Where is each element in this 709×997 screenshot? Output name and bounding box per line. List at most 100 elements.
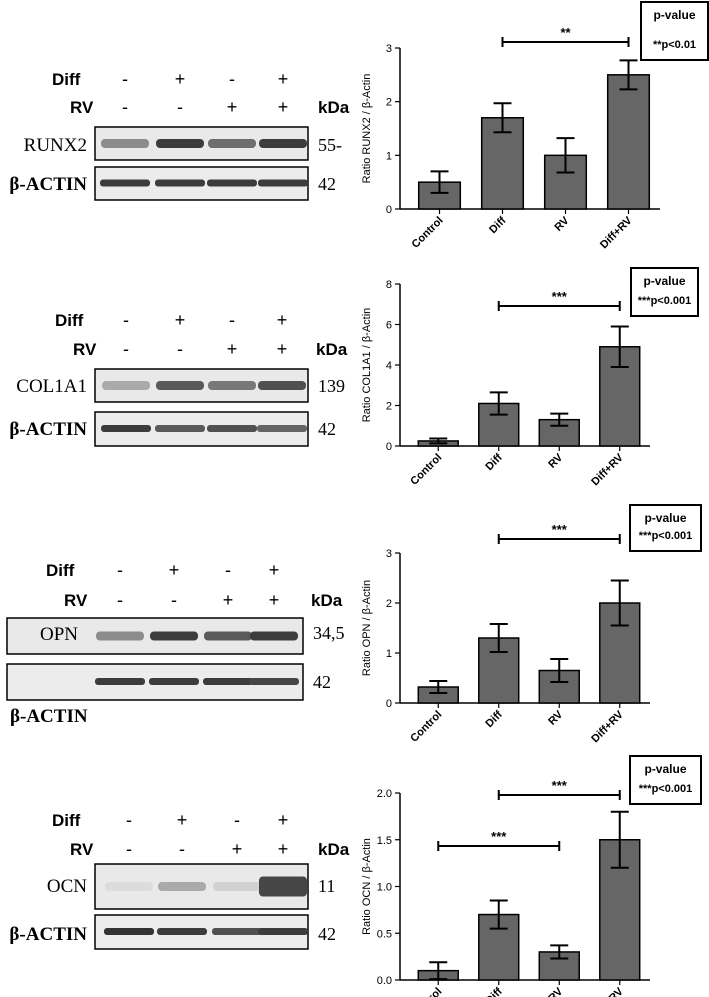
reference-band [95, 678, 145, 685]
reference-band [155, 425, 205, 432]
marker-name: RUNX2 [24, 135, 87, 156]
reference-name: β-ACTIN [9, 419, 87, 440]
pvalue-box [640, 1, 709, 61]
significance-label: *** [491, 829, 507, 844]
rv-sign: + [269, 590, 280, 610]
y-tick-label: 2 [386, 598, 392, 610]
y-tick-label: 3 [386, 43, 392, 55]
kda-label: kDa [311, 591, 343, 610]
rv-sign: + [232, 839, 243, 859]
y-tick-label: 0 [386, 441, 392, 453]
reference-name: β-ACTIN [10, 706, 88, 727]
reference-kda: 42 [318, 174, 336, 194]
bar-chart-0: 0 1 2 3 Ratio RUNX2 / β-Actin Control Diff RV Di… [361, 1, 709, 251]
diff-sign: - [122, 69, 128, 89]
reference-band [207, 179, 257, 187]
rv-sign: - [177, 339, 183, 359]
rv-sign: + [277, 339, 288, 359]
diff-sign: + [278, 810, 289, 830]
diff-sign: + [169, 560, 180, 580]
marker-band [208, 139, 256, 148]
diff-sign: + [177, 810, 188, 830]
pvalue-text: ***p<0.001 [639, 530, 693, 542]
significance-label: *** [552, 289, 568, 304]
y-axis-label: Ratio COL1A1 / β-Actin [361, 308, 373, 423]
pvalue-title: p-value [644, 762, 686, 776]
x-tick-label: RV [546, 708, 566, 728]
marker-band [204, 631, 252, 641]
rv-row-label: RV [70, 98, 94, 117]
y-axis-label: Ratio OCN / β-Actin [361, 838, 373, 935]
y-tick-label: 0.0 [377, 975, 392, 987]
pvalue-box [630, 267, 699, 317]
x-tick-label: RV [546, 451, 566, 471]
diff-row-label: Diff [55, 311, 84, 330]
reference-band [157, 928, 207, 935]
marker-name: OPN [40, 624, 78, 645]
reference-band [257, 425, 307, 432]
x-tick-label: Diff+RV [598, 214, 635, 251]
pvalue-box [629, 504, 702, 552]
x-tick-label: Control [408, 452, 444, 488]
marker-band [259, 139, 307, 148]
y-tick-label: 1 [386, 648, 392, 660]
diff-sign: - [123, 310, 129, 330]
significance-label: ** [560, 25, 571, 40]
marker-name: OCN [47, 876, 87, 897]
diff-sign: - [225, 560, 231, 580]
diff-sign: - [229, 310, 235, 330]
x-tick-label: Diff+RV [589, 451, 626, 488]
marker-name: COL1A1 [16, 376, 87, 397]
y-tick-label: 1.0 [377, 882, 392, 894]
rv-sign: + [278, 839, 289, 859]
x-tick-label: Diff+RV [589, 985, 626, 997]
reference-name: β-ACTIN [9, 924, 87, 945]
diff-sign: - [117, 560, 123, 580]
x-tick-label: Diff [487, 214, 509, 236]
x-tick-label: Diff [483, 985, 505, 997]
y-tick-label: 4 [386, 360, 392, 372]
reference-band [149, 678, 199, 685]
y-axis-label: Ratio OPN / β-Actin [361, 580, 373, 676]
x-tick-label: Diff [483, 451, 505, 473]
kda-label: kDa [318, 98, 350, 117]
y-tick-label: 0 [386, 204, 392, 216]
bar-diff [480, 117, 525, 210]
significance-label: *** [552, 522, 568, 537]
rv-sign: - [122, 97, 128, 117]
marker-band [213, 882, 261, 891]
pvalue-text: ***p<0.001 [639, 783, 693, 795]
blot-panel-ocn: Diff RV - + - + - - + + kDa OCN 11 β-ACTIN 42 [9, 810, 350, 950]
marker-band [150, 631, 198, 641]
reference-band [258, 179, 308, 187]
y-tick-label: 0.5 [377, 928, 392, 940]
pvalue-title: p-value [644, 511, 686, 525]
x-tick-label: RV [552, 214, 572, 234]
marker-band [102, 381, 150, 390]
pvalue-title: p-value [643, 274, 685, 288]
diff-sign: - [126, 810, 132, 830]
marker-band [105, 882, 153, 891]
y-tick-label: 2 [386, 401, 392, 413]
reference-name: β-ACTIN [9, 174, 87, 195]
kda-label: kDa [316, 340, 348, 359]
marker-band [158, 882, 206, 891]
y-tick-label: 1.5 [377, 835, 392, 847]
diff-sign: + [277, 310, 288, 330]
rv-sign: + [223, 590, 234, 610]
blot-panel-runx2: Diff RV - + - + - - + + kDa RUNX2 55- β-ACTIN 42 [9, 69, 350, 201]
kda-label: kDa [318, 840, 350, 859]
marker-kda: 139 [318, 376, 345, 396]
rv-sign: + [227, 97, 238, 117]
bar-chart-1: 0 2 4 6 8 Ratio COL1A1 / β-Actin Control Diff RV… [361, 267, 699, 488]
diff-sign: + [269, 560, 280, 580]
y-tick-label: 1 [386, 150, 392, 162]
marker-band [96, 631, 144, 641]
bar-chart-2: 0 1 2 3 Ratio OPN / β-Actin Control Diff RV Diff… [361, 504, 702, 745]
rv-sign: + [227, 339, 238, 359]
blot-panel-col1a1: Diff RV - + - + - - + + kDa COL1A1 139 β-ACTIN 42 [9, 310, 348, 447]
rv-sign: + [278, 97, 289, 117]
marker-band [250, 631, 298, 641]
marker-band [259, 876, 307, 897]
